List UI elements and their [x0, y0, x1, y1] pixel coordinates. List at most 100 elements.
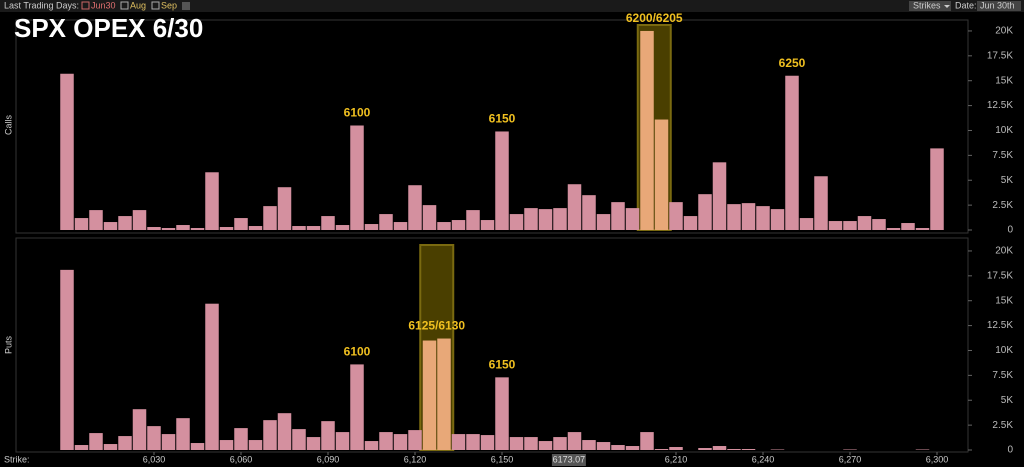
bar	[640, 30, 654, 231]
bar	[263, 206, 277, 230]
bar	[915, 228, 930, 230]
bar	[408, 185, 422, 230]
bar	[727, 449, 741, 450]
bar	[509, 214, 524, 230]
annotation: 6150	[489, 112, 516, 126]
bar	[451, 434, 466, 450]
y-axis-label: Calls	[3, 115, 13, 136]
bar	[248, 226, 263, 230]
bar	[350, 364, 364, 450]
bar	[596, 214, 611, 230]
bar	[350, 125, 364, 230]
date-dropdown[interactable]	[977, 1, 1021, 11]
bar	[930, 148, 944, 230]
bar	[292, 226, 306, 230]
strikes-button-label[interactable]: Strikes	[913, 0, 941, 10]
bar	[596, 442, 611, 450]
puts-panel	[15, 237, 969, 453]
y-tick-label: 10K	[995, 125, 1013, 136]
x-tick-label: 6,060	[230, 454, 253, 464]
annotation: 6150	[489, 358, 516, 372]
bar	[321, 421, 335, 450]
bar	[132, 210, 147, 230]
bar	[741, 203, 756, 230]
checkbox[interactable]	[81, 1, 90, 10]
bar	[393, 222, 408, 230]
calls-panel	[15, 19, 969, 234]
bar	[495, 377, 509, 450]
bar	[712, 162, 727, 230]
bar	[611, 445, 625, 450]
bar	[451, 220, 466, 230]
bar	[698, 194, 712, 230]
y-tick-label: 12.5K	[987, 320, 1013, 331]
bar	[785, 75, 799, 230]
y-tick-label: 20K	[995, 26, 1013, 37]
bar	[524, 208, 538, 230]
bar	[161, 434, 176, 450]
checkbox[interactable]	[120, 1, 129, 10]
bar	[524, 437, 538, 450]
dropdown-arrow	[944, 5, 950, 8]
bar	[828, 221, 843, 230]
bar	[277, 413, 292, 450]
checkbox-label[interactable]: Aug	[130, 0, 146, 10]
x-tick-label: 6,120	[404, 454, 427, 464]
bar	[132, 409, 147, 450]
strikes-button[interactable]	[909, 1, 951, 11]
bar	[277, 187, 292, 230]
bar	[437, 222, 451, 230]
bar	[89, 433, 103, 450]
bar	[857, 216, 872, 230]
bar	[234, 428, 248, 450]
y-tick-label: 10K	[995, 345, 1013, 356]
cursor-box	[551, 454, 586, 466]
bar	[364, 441, 379, 450]
expand-button[interactable]	[182, 2, 190, 10]
checkbox-label[interactable]: Sep	[161, 0, 177, 10]
annotation: 6250	[779, 56, 806, 70]
bar	[321, 216, 335, 230]
bar	[176, 225, 190, 230]
bar	[640, 432, 654, 450]
bar	[901, 223, 915, 230]
bar	[437, 338, 451, 450]
strike-label: Strike:	[4, 454, 30, 464]
bar	[408, 430, 422, 450]
bar	[422, 205, 437, 230]
annotation: 6125/6130	[408, 319, 465, 333]
bar	[712, 446, 727, 450]
y-tick-label: 12.5K	[987, 100, 1013, 111]
bar	[74, 445, 89, 450]
checkbox[interactable]	[151, 1, 160, 10]
x-tick-label: 6,270	[839, 454, 862, 464]
bar	[886, 228, 901, 230]
bar	[393, 434, 408, 450]
bar	[538, 441, 553, 450]
bar	[611, 202, 625, 230]
bar	[60, 73, 74, 230]
bar	[379, 432, 393, 450]
bar	[118, 436, 132, 450]
bar	[205, 303, 219, 450]
y-tick-label: 7.5K	[992, 150, 1013, 161]
bar	[103, 444, 118, 450]
bar	[205, 172, 219, 230]
bar	[669, 447, 683, 450]
bar	[422, 340, 437, 450]
bar	[553, 208, 567, 230]
bar	[190, 228, 205, 230]
x-tick-label: 6,240	[752, 454, 775, 464]
checkbox-label[interactable]: Jun30	[91, 0, 116, 10]
bar	[582, 440, 596, 450]
bar	[335, 225, 350, 230]
bar	[872, 219, 886, 230]
toolbar	[0, 0, 1024, 12]
y-tick-label: 0	[1007, 225, 1013, 236]
date-value[interactable]: Jun 30th	[980, 0, 1015, 10]
x-tick-label: 6,210	[665, 454, 688, 464]
y-tick-label: 2.5K	[992, 420, 1013, 431]
bar	[799, 218, 814, 230]
bar	[669, 202, 683, 230]
x-tick-label: 6,090	[317, 454, 340, 464]
